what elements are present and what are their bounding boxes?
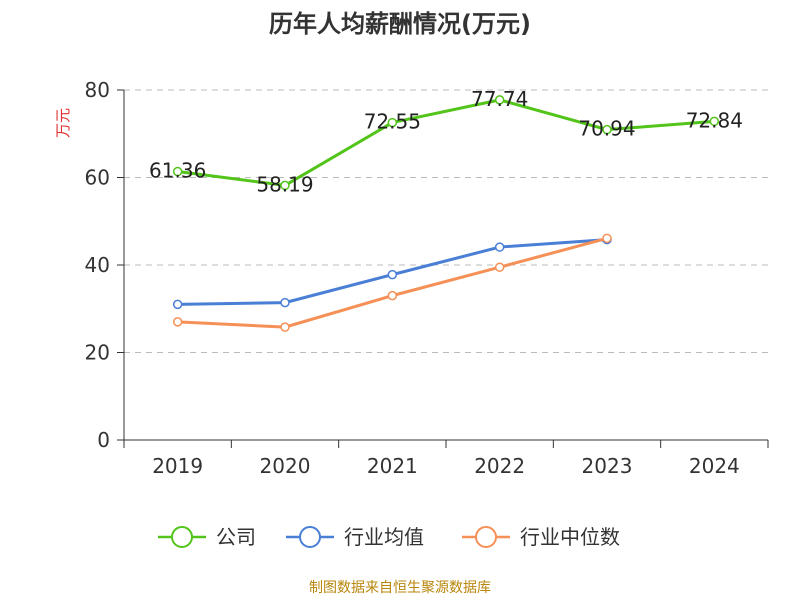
x-tick-label: 2019 — [152, 454, 203, 478]
y-tick-label: 20 — [85, 341, 110, 365]
x-tick-label: 2020 — [260, 454, 311, 478]
x-tick-label: 2024 — [689, 454, 740, 478]
y-tick-label: 80 — [85, 78, 110, 102]
series-group — [172, 95, 720, 332]
data-point[interactable] — [387, 269, 398, 280]
data-point[interactable] — [494, 262, 505, 272]
legend[interactable]: 公司 行业均值 行业中位数 — [158, 525, 620, 549]
grid-lines — [124, 89, 768, 353]
data-point[interactable] — [172, 317, 183, 327]
legend-swatch-marker[interactable] — [299, 526, 321, 548]
data-label: 72.55 — [364, 110, 421, 134]
legend-swatch-marker[interactable] — [171, 526, 193, 548]
x-tick-label: 2023 — [582, 454, 633, 478]
data-label: 77.74 — [471, 87, 528, 111]
data-label: 72.84 — [686, 108, 743, 132]
y-tick-label: 60 — [85, 166, 110, 190]
chart-title: 历年人均薪酬情况(万元) — [269, 10, 531, 38]
legend-label[interactable]: 行业均值 — [344, 525, 424, 549]
source-note: 制图数据来自恒生聚源数据库 — [309, 580, 491, 596]
data-point[interactable] — [709, 116, 720, 127]
data-point[interactable] — [280, 322, 290, 332]
data-point[interactable] — [172, 166, 183, 177]
data-label: 70.94 — [578, 117, 635, 141]
legend-swatch-marker[interactable] — [475, 526, 497, 548]
data-labels: 61.36 58.19 72.55 77.74 70.94 72.84 — [149, 87, 743, 197]
series-line — [177, 98, 715, 187]
data-point[interactable] — [172, 299, 183, 310]
series-line — [177, 236, 608, 329]
x-tick-label: 2022 — [474, 454, 525, 478]
data-point[interactable] — [387, 117, 398, 128]
legend-label[interactable]: 行业中位数 — [520, 525, 620, 549]
data-point[interactable] — [602, 124, 612, 135]
y-axis-label: 万元 — [54, 108, 72, 138]
data-point[interactable] — [387, 290, 398, 301]
data-point[interactable] — [280, 180, 290, 191]
data-point[interactable] — [602, 233, 612, 244]
y-tick-label: 40 — [85, 253, 110, 277]
data-point[interactable] — [280, 297, 290, 308]
axes: 0 20 40 60 80 2019 2020 2021 2022 2023 2024 — [85, 78, 769, 478]
legend-label[interactable]: 公司 — [216, 525, 256, 549]
data-label: 58.19 — [256, 172, 313, 196]
data-point[interactable] — [494, 95, 505, 105]
data-label: 61.36 — [149, 159, 206, 183]
y-tick-label: 0 — [97, 428, 110, 452]
x-tick-label: 2021 — [367, 454, 418, 478]
data-point[interactable] — [494, 242, 505, 252]
